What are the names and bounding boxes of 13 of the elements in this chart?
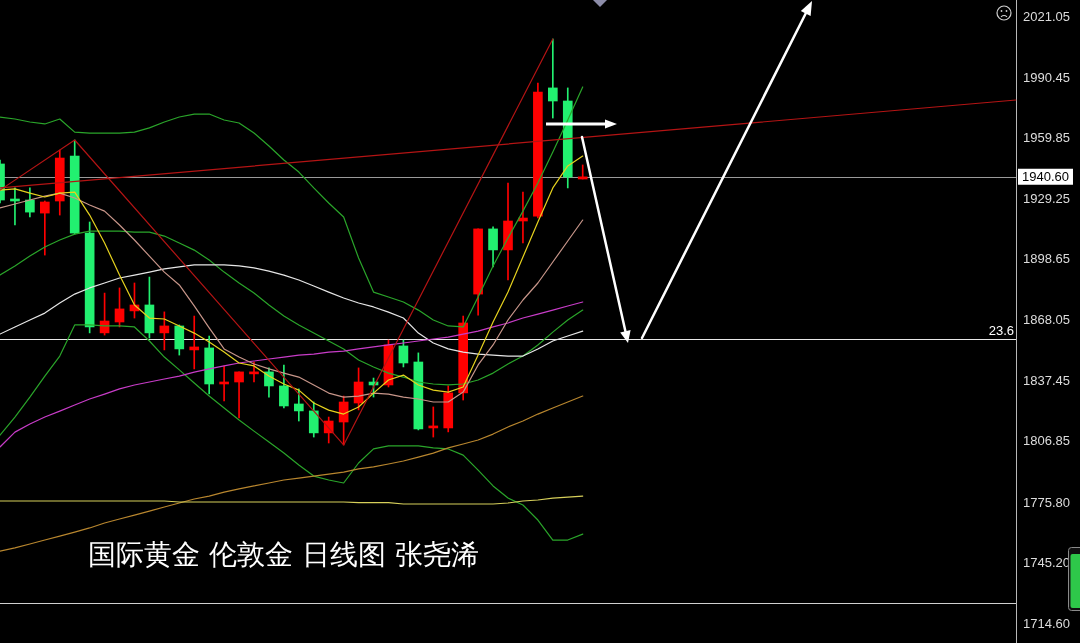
y-tick-label: 1990.45 [1023,69,1070,85]
y-tick-label: 1959.85 [1023,130,1070,146]
y-tick-label: 1868.05 [1023,312,1070,328]
y-tick-label: 1775.80 [1023,494,1070,510]
y-tick-label: 1714.60 [1023,615,1070,631]
text: 国际黄金 伦敦金 日线图 张尧浠 [88,537,479,573]
ref-line-label: 1940.60 [1022,168,1069,184]
y-tick-label: 2021.05 [1023,9,1070,25]
y-tick-label: 1929.25 [1023,190,1070,206]
y-tick-label: 1898.65 [1023,251,1070,267]
y-tick-label: 1837.45 [1023,372,1070,388]
y-tick-label: 1806.85 [1023,433,1070,449]
annotation: 23.6 [988,323,1014,339]
